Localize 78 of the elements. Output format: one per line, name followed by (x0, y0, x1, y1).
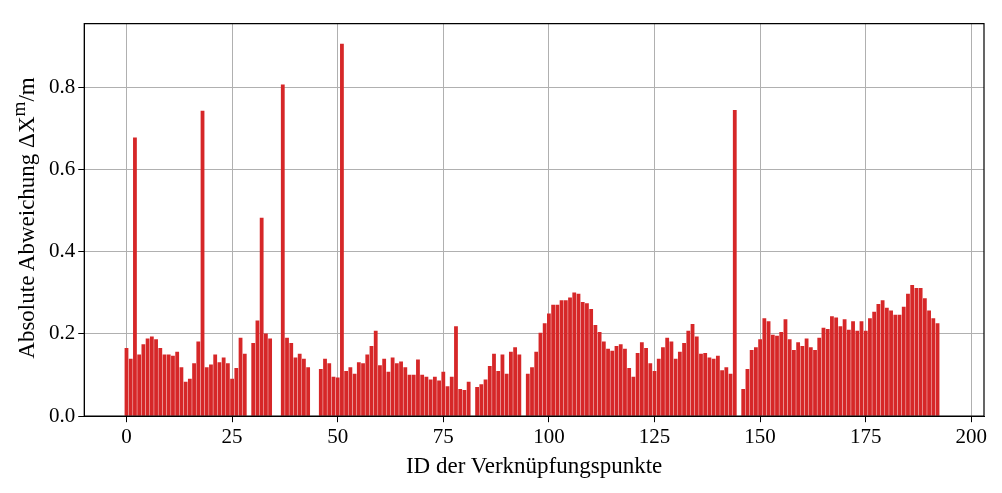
bar (166, 354, 171, 416)
x-tick-label: 25 (221, 424, 243, 449)
bar (145, 338, 150, 416)
bar (416, 359, 420, 416)
bar (711, 358, 716, 416)
bar (703, 352, 708, 416)
x-axis-title: ID der Verknüpfungspunkte (405, 453, 663, 479)
bar (775, 335, 779, 416)
bar (432, 376, 437, 416)
bar (830, 316, 834, 416)
bar (382, 358, 387, 416)
bar (732, 109, 737, 416)
bar (479, 384, 484, 416)
bar (466, 381, 471, 416)
bar (893, 314, 898, 416)
bar (572, 292, 577, 416)
bar (280, 84, 285, 416)
bar (551, 304, 556, 416)
bar (555, 304, 560, 416)
bar (268, 338, 273, 416)
bar (302, 358, 306, 416)
x-tick-label: 75 (432, 424, 454, 449)
bar (880, 300, 885, 416)
bar (454, 326, 458, 416)
bar (171, 355, 175, 416)
bar (834, 317, 839, 416)
bar (918, 287, 923, 416)
bar (876, 303, 881, 416)
bar (259, 217, 264, 416)
bar (910, 285, 915, 416)
bar (348, 367, 353, 416)
bar (399, 361, 403, 416)
bar (563, 300, 568, 416)
bar (475, 387, 479, 416)
bar (213, 354, 218, 416)
bar (665, 337, 670, 416)
bar (639, 342, 644, 416)
bar (154, 339, 158, 416)
bar (428, 379, 433, 416)
x-tick-label: 50 (327, 424, 349, 449)
bar (356, 362, 361, 416)
bar (323, 358, 327, 416)
bar (441, 371, 446, 416)
bar (610, 350, 615, 416)
y-tick-label: 0.0 (49, 402, 76, 427)
bar (513, 347, 518, 416)
y-tick-label: 0.6 (49, 156, 76, 181)
bar (842, 319, 847, 416)
bar (133, 137, 137, 416)
bar (585, 303, 589, 416)
bar (762, 318, 767, 416)
bar (390, 357, 395, 416)
x-tick-label: 150 (744, 424, 776, 449)
bar (889, 310, 893, 416)
bar (175, 351, 180, 416)
y-tick-label: 0.2 (49, 320, 76, 345)
bar (749, 350, 754, 416)
x-tick-label: 175 (849, 424, 882, 449)
x-tick-label: 200 (955, 424, 988, 449)
bar (327, 363, 332, 416)
bar (724, 367, 729, 416)
x-tick-label: 125 (638, 424, 671, 449)
bar (492, 353, 496, 416)
x-tick-label: 0 (121, 424, 132, 449)
bar (623, 348, 627, 416)
bar (715, 355, 720, 416)
y-tick-label: 0.4 (49, 238, 76, 263)
y-tick-label: 0.8 (49, 73, 76, 98)
bar (149, 336, 154, 416)
bar (340, 43, 344, 416)
bar (221, 357, 226, 416)
bar (297, 353, 302, 416)
bar (508, 351, 513, 416)
bar (373, 330, 378, 416)
x-tick-label: 100 (533, 424, 565, 449)
bar (851, 321, 855, 416)
bar (618, 344, 623, 416)
bar (796, 342, 801, 416)
